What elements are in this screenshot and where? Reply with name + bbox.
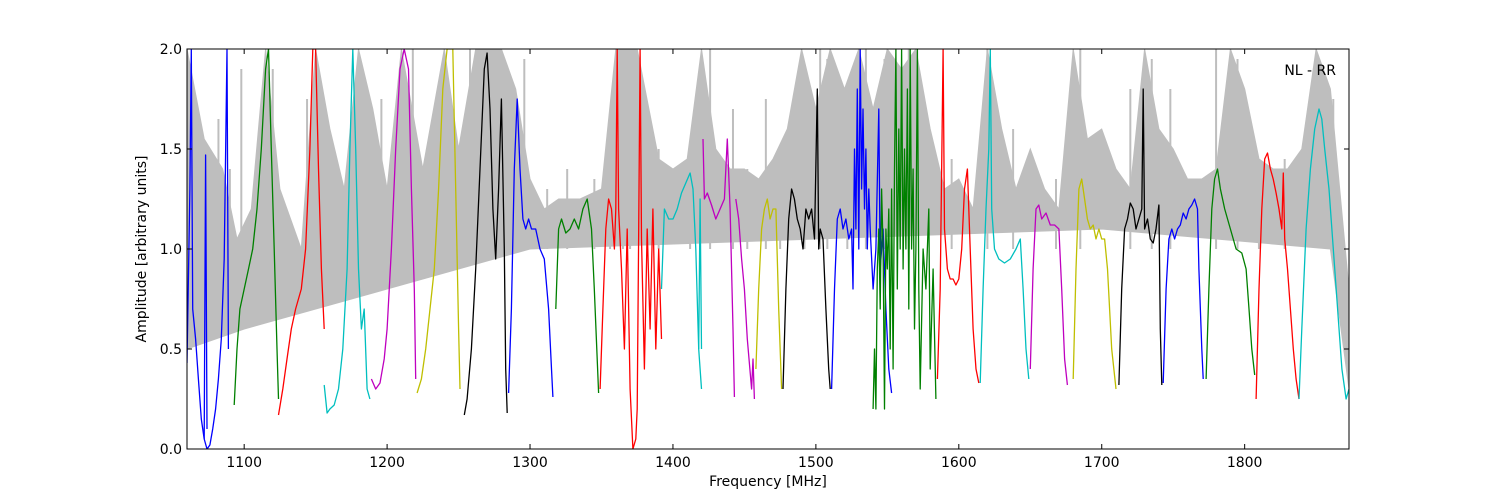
series-line bbox=[463, 52, 508, 416]
series-line bbox=[416, 49, 461, 394]
axes-layer: 1100 1200 1300 1400 1500 1600 1700 1800 0.0 0.5 1.… bbox=[160, 42, 1349, 471]
y-tick-label: 0.0 bbox=[160, 442, 182, 458]
series-line bbox=[277, 49, 325, 416]
series-line bbox=[1298, 108, 1349, 400]
series-line bbox=[233, 49, 280, 406]
y-tick-label: 2.0 bbox=[160, 42, 182, 58]
series-line bbox=[698, 198, 703, 350]
series-line bbox=[323, 49, 371, 414]
series-line bbox=[1205, 168, 1256, 380]
x-tick-label: 1400 bbox=[655, 455, 691, 471]
x-tick-label: 1300 bbox=[512, 455, 548, 471]
series-line bbox=[735, 198, 756, 400]
x-axis-label: Frequency [MHz] bbox=[709, 474, 827, 490]
y-tick-label: 1.0 bbox=[160, 242, 182, 258]
x-tick-label: 1700 bbox=[1084, 455, 1120, 471]
x-tick-label: 1500 bbox=[798, 455, 834, 471]
series-line bbox=[979, 49, 1030, 384]
y-tick-label: 1.5 bbox=[160, 142, 182, 158]
series-line bbox=[1072, 178, 1117, 390]
series-line bbox=[1029, 204, 1069, 386]
x-tick-label: 1100 bbox=[226, 455, 262, 471]
series-line bbox=[1162, 198, 1204, 384]
series-line bbox=[1255, 152, 1300, 400]
series-line bbox=[872, 49, 937, 410]
series-line bbox=[782, 88, 831, 390]
series-line bbox=[755, 198, 783, 390]
series-line bbox=[1118, 88, 1163, 386]
series-line bbox=[187, 49, 230, 449]
series-line bbox=[936, 49, 980, 384]
series-line bbox=[370, 49, 417, 390]
x-tick-label: 1600 bbox=[941, 455, 977, 471]
series-line bbox=[507, 98, 554, 398]
series-line bbox=[203, 154, 208, 440]
series-line bbox=[702, 138, 736, 398]
panel-annotation: NL - RR bbox=[1284, 63, 1336, 79]
plot-layer bbox=[187, 49, 1349, 449]
y-tick-label: 0.5 bbox=[160, 342, 182, 358]
series-line bbox=[555, 198, 600, 394]
series-line bbox=[830, 49, 893, 394]
series-line bbox=[599, 49, 663, 449]
x-tick-label: 1200 bbox=[369, 455, 405, 471]
x-tick-label: 1800 bbox=[1227, 455, 1263, 471]
y-axis-label: Amplitude [arbitrary units] bbox=[134, 156, 150, 343]
series-line bbox=[660, 172, 703, 390]
